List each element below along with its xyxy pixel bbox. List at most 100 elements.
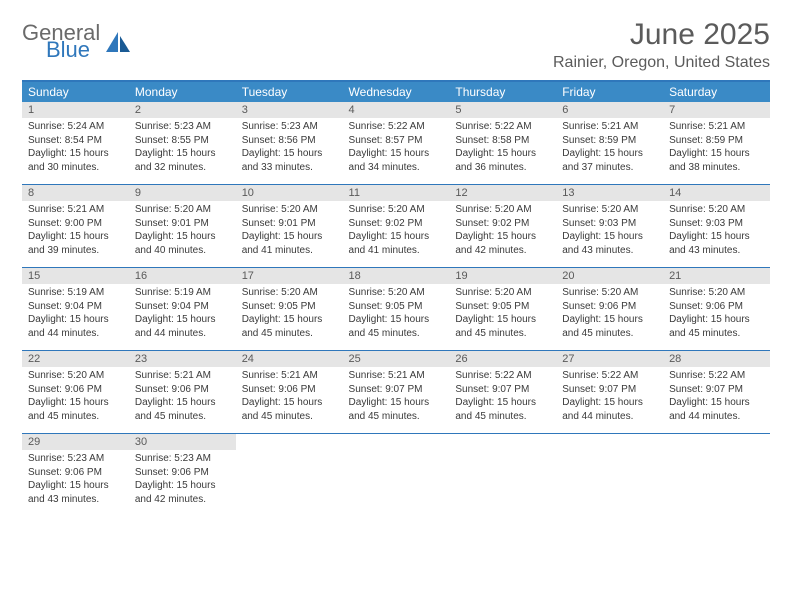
day-detail-cell: Sunrise: 5:20 AMSunset: 9:06 PMDaylight:… bbox=[22, 367, 129, 434]
day-detail-cell bbox=[663, 450, 770, 516]
day-number-cell: 16 bbox=[129, 268, 236, 285]
daylight-text-2: and 43 minutes. bbox=[669, 244, 764, 258]
day-number-cell: 11 bbox=[343, 185, 450, 202]
daylight-text-2: and 44 minutes. bbox=[669, 410, 764, 424]
daylight-text-2: and 45 minutes. bbox=[242, 327, 337, 341]
day-detail-cell bbox=[343, 450, 450, 516]
sunset-text: Sunset: 9:07 PM bbox=[349, 383, 444, 397]
sunset-text: Sunset: 9:02 PM bbox=[349, 217, 444, 231]
day-number-cell: 19 bbox=[449, 268, 556, 285]
daylight-text-1: Daylight: 15 hours bbox=[669, 147, 764, 161]
daylight-text-1: Daylight: 15 hours bbox=[455, 147, 550, 161]
sunrise-text: Sunrise: 5:21 AM bbox=[349, 369, 444, 383]
sunset-text: Sunset: 9:06 PM bbox=[562, 300, 657, 314]
dow-tuesday: Tuesday bbox=[236, 81, 343, 102]
day-detail-cell: Sunrise: 5:20 AMSunset: 9:05 PMDaylight:… bbox=[236, 284, 343, 351]
daylight-text-1: Daylight: 15 hours bbox=[242, 230, 337, 244]
title-block: June 2025 Rainier, Oregon, United States bbox=[553, 18, 770, 72]
day-number-cell: 5 bbox=[449, 102, 556, 118]
daylight-text-2: and 45 minutes. bbox=[135, 410, 230, 424]
sunset-text: Sunset: 9:04 PM bbox=[28, 300, 123, 314]
sunset-text: Sunset: 9:05 PM bbox=[455, 300, 550, 314]
day-detail-cell: Sunrise: 5:22 AMSunset: 8:57 PMDaylight:… bbox=[343, 118, 450, 185]
daylight-text-2: and 44 minutes. bbox=[135, 327, 230, 341]
day-number-cell: 14 bbox=[663, 185, 770, 202]
day-number-cell: 15 bbox=[22, 268, 129, 285]
week-detail-row: Sunrise: 5:24 AMSunset: 8:54 PMDaylight:… bbox=[22, 118, 770, 185]
day-number-cell: 27 bbox=[556, 351, 663, 368]
sunset-text: Sunset: 9:06 PM bbox=[28, 466, 123, 480]
week-detail-row: Sunrise: 5:23 AMSunset: 9:06 PMDaylight:… bbox=[22, 450, 770, 516]
day-number-cell: 20 bbox=[556, 268, 663, 285]
daylight-text-2: and 44 minutes. bbox=[562, 410, 657, 424]
day-number-cell: 29 bbox=[22, 434, 129, 451]
day-detail-cell: Sunrise: 5:20 AMSunset: 9:01 PMDaylight:… bbox=[129, 201, 236, 268]
daylight-text-2: and 40 minutes. bbox=[135, 244, 230, 258]
day-number-cell: 24 bbox=[236, 351, 343, 368]
day-number-cell: 10 bbox=[236, 185, 343, 202]
dow-monday: Monday bbox=[129, 81, 236, 102]
daylight-text-1: Daylight: 15 hours bbox=[669, 396, 764, 410]
sunset-text: Sunset: 9:01 PM bbox=[242, 217, 337, 231]
day-detail-cell: Sunrise: 5:23 AMSunset: 9:06 PMDaylight:… bbox=[22, 450, 129, 516]
day-detail-cell: Sunrise: 5:19 AMSunset: 9:04 PMDaylight:… bbox=[129, 284, 236, 351]
sunset-text: Sunset: 8:59 PM bbox=[562, 134, 657, 148]
day-detail-cell: Sunrise: 5:21 AMSunset: 9:06 PMDaylight:… bbox=[129, 367, 236, 434]
day-number-cell bbox=[449, 434, 556, 451]
dow-thursday: Thursday bbox=[449, 81, 556, 102]
sunset-text: Sunset: 8:57 PM bbox=[349, 134, 444, 148]
day-detail-cell: Sunrise: 5:21 AMSunset: 9:06 PMDaylight:… bbox=[236, 367, 343, 434]
header: General Blue June 2025 Rainier, Oregon, … bbox=[22, 18, 770, 72]
dow-sunday: Sunday bbox=[22, 81, 129, 102]
daylight-text-2: and 38 minutes. bbox=[669, 161, 764, 175]
day-number-cell: 30 bbox=[129, 434, 236, 451]
day-number-cell: 4 bbox=[343, 102, 450, 118]
daylight-text-2: and 32 minutes. bbox=[135, 161, 230, 175]
daylight-text-1: Daylight: 15 hours bbox=[135, 313, 230, 327]
daylight-text-1: Daylight: 15 hours bbox=[349, 147, 444, 161]
day-number-cell: 25 bbox=[343, 351, 450, 368]
sunrise-text: Sunrise: 5:19 AM bbox=[28, 286, 123, 300]
day-detail-cell: Sunrise: 5:19 AMSunset: 9:04 PMDaylight:… bbox=[22, 284, 129, 351]
sunset-text: Sunset: 9:06 PM bbox=[242, 383, 337, 397]
daylight-text-1: Daylight: 15 hours bbox=[28, 396, 123, 410]
logo-text-blue: Blue bbox=[46, 37, 90, 62]
sunrise-text: Sunrise: 5:22 AM bbox=[455, 120, 550, 134]
day-number-cell: 23 bbox=[129, 351, 236, 368]
sunrise-text: Sunrise: 5:20 AM bbox=[28, 369, 123, 383]
day-number-cell: 6 bbox=[556, 102, 663, 118]
daylight-text-1: Daylight: 15 hours bbox=[349, 396, 444, 410]
day-number-cell: 21 bbox=[663, 268, 770, 285]
daylight-text-1: Daylight: 15 hours bbox=[562, 313, 657, 327]
daylight-text-2: and 45 minutes. bbox=[349, 327, 444, 341]
calendar-page: General Blue June 2025 Rainier, Oregon, … bbox=[0, 0, 792, 534]
sunset-text: Sunset: 9:01 PM bbox=[135, 217, 230, 231]
sunset-text: Sunset: 9:05 PM bbox=[242, 300, 337, 314]
day-detail-cell: Sunrise: 5:23 AMSunset: 8:55 PMDaylight:… bbox=[129, 118, 236, 185]
day-detail-cell: Sunrise: 5:20 AMSunset: 9:03 PMDaylight:… bbox=[556, 201, 663, 268]
sunrise-text: Sunrise: 5:21 AM bbox=[28, 203, 123, 217]
daylight-text-2: and 45 minutes. bbox=[28, 410, 123, 424]
daylight-text-1: Daylight: 15 hours bbox=[562, 147, 657, 161]
day-detail-cell: Sunrise: 5:21 AMSunset: 9:00 PMDaylight:… bbox=[22, 201, 129, 268]
daylight-text-1: Daylight: 15 hours bbox=[28, 230, 123, 244]
sunrise-text: Sunrise: 5:21 AM bbox=[242, 369, 337, 383]
daylight-text-1: Daylight: 15 hours bbox=[349, 230, 444, 244]
week-daynum-row: 22232425262728 bbox=[22, 351, 770, 368]
sunrise-text: Sunrise: 5:22 AM bbox=[669, 369, 764, 383]
day-number-cell: 9 bbox=[129, 185, 236, 202]
sunset-text: Sunset: 9:03 PM bbox=[669, 217, 764, 231]
daylight-text-2: and 43 minutes. bbox=[28, 493, 123, 507]
sunrise-text: Sunrise: 5:24 AM bbox=[28, 120, 123, 134]
daylight-text-2: and 33 minutes. bbox=[242, 161, 337, 175]
sunset-text: Sunset: 9:06 PM bbox=[28, 383, 123, 397]
daylight-text-1: Daylight: 15 hours bbox=[135, 147, 230, 161]
daylight-text-2: and 41 minutes. bbox=[242, 244, 337, 258]
sunset-text: Sunset: 9:07 PM bbox=[455, 383, 550, 397]
day-number-cell: 13 bbox=[556, 185, 663, 202]
sunset-text: Sunset: 9:05 PM bbox=[349, 300, 444, 314]
day-number-cell: 18 bbox=[343, 268, 450, 285]
day-number-cell: 22 bbox=[22, 351, 129, 368]
dow-wednesday: Wednesday bbox=[343, 81, 450, 102]
location-subtitle: Rainier, Oregon, United States bbox=[553, 54, 770, 72]
